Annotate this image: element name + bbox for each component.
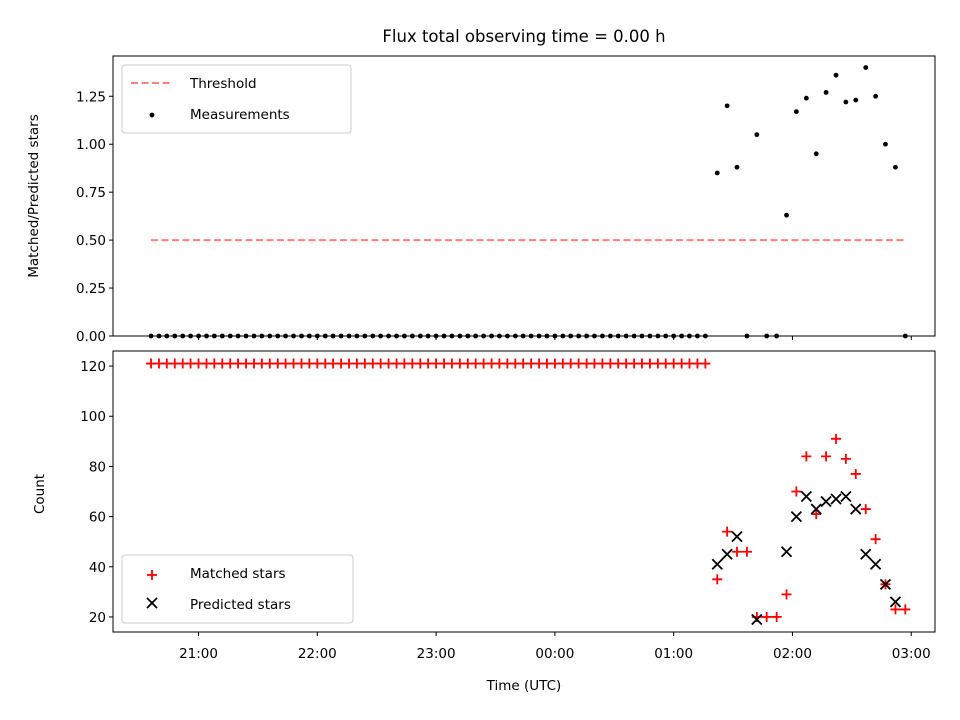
predicted-star-point	[711, 558, 723, 570]
measurement-point	[833, 72, 839, 78]
predicted-star-point	[840, 490, 852, 503]
y-tick-label: 120	[80, 359, 106, 375]
matched-star-point	[801, 451, 812, 462]
x-tick-label: 03:00	[892, 646, 931, 662]
predicted-star-point	[721, 548, 733, 560]
predicted-star-point	[810, 503, 822, 515]
top-y-axis-label: Matched/Predicted stars	[26, 114, 42, 277]
legend-matched-label: Matched stars	[190, 566, 286, 582]
predicted-star-point	[830, 493, 842, 505]
matched-star-point	[722, 526, 733, 537]
matched-star-point	[900, 604, 911, 615]
matched-star-point	[870, 534, 881, 545]
matched-star-point	[831, 433, 842, 444]
matched-star-point	[761, 611, 772, 622]
matched-star-point	[700, 358, 711, 369]
legend-predicted-label: Predicted stars	[190, 597, 291, 613]
matched-star-point	[771, 611, 782, 622]
bottom-x-ticks: 21:00 22:00 23:00 00:00 01:00 02:00 03:00	[179, 632, 931, 662]
y-tick-label: 40	[89, 560, 106, 576]
predicted-star-point	[860, 548, 872, 560]
predicted-star-point	[800, 490, 812, 503]
measurement-point	[883, 141, 888, 147]
measurement-point	[813, 151, 819, 157]
bottom-y-axis-label: Count	[32, 474, 48, 514]
measurement-point	[734, 164, 740, 170]
measurement-point	[724, 103, 730, 109]
y-tick-label: 20	[89, 610, 106, 626]
matched-star-point	[712, 574, 723, 585]
legend-measurements-label: Measurements	[190, 107, 290, 123]
matched-stars-points	[146, 358, 911, 622]
x-tick-label: 23:00	[417, 646, 456, 662]
predicted-star-point	[820, 495, 832, 508]
predicted-star-point	[731, 531, 743, 543]
y-tick-label: 100	[80, 409, 106, 425]
x-tick-label: 01:00	[654, 646, 693, 662]
chart-title: Flux total observing time = 0.00 h	[382, 27, 665, 46]
legend-matched-swatch	[147, 570, 157, 580]
measurement-point	[873, 93, 879, 99]
y-tick-label: 0.50	[76, 233, 106, 249]
x-tick-label: 22:00	[298, 646, 337, 662]
x-tick-label: 00:00	[535, 646, 574, 662]
measurement-point	[714, 170, 720, 176]
matched-star-point	[731, 546, 742, 557]
bottom-legend-box	[121, 554, 354, 624]
x-tick-label: 02:00	[773, 646, 812, 662]
predicted-stars-points	[711, 490, 902, 626]
y-tick-label: 0.00	[76, 329, 106, 345]
measurement-point	[893, 164, 898, 170]
top-axes-frame	[112, 55, 936, 337]
measurement-point	[803, 95, 809, 101]
top-legend: Threshold Measurements	[121, 64, 352, 134]
measurement-point	[754, 132, 760, 138]
predicted-star-point	[850, 503, 862, 515]
matched-star-point	[850, 468, 861, 479]
matched-star-point	[791, 486, 802, 497]
x-tick-label: 21:00	[179, 646, 218, 662]
measurement-point	[793, 109, 799, 115]
bottom-axes-frame	[112, 350, 936, 633]
predicted-star-point	[879, 578, 892, 590]
y-tick-label: 80	[89, 459, 106, 475]
legend-threshold-label: Threshold	[189, 76, 257, 92]
predicted-star-point	[869, 558, 882, 570]
legend-predicted-swatch	[146, 597, 158, 609]
measurement-point	[843, 99, 849, 105]
measurement-point	[853, 97, 859, 103]
y-tick-label: 60	[89, 510, 106, 526]
top-plot-panel: Flux total observing time = 0.00 h Match…	[26, 27, 936, 345]
top-y-ticks: 0.00 0.25 0.50 0.75 1.00 1.25	[76, 89, 113, 345]
predicted-star-point	[780, 546, 793, 558]
matched-star-point	[821, 451, 832, 462]
measurement-point	[823, 90, 829, 95]
bottom-y-ticks: 20 40 60 80 100 120	[80, 359, 113, 626]
matched-star-point	[741, 546, 752, 557]
predicted-star-point	[889, 596, 902, 608]
y-tick-label: 1.00	[76, 137, 106, 153]
predicted-star-point	[790, 510, 803, 523]
matched-star-point	[811, 509, 822, 520]
predicted-star-point	[751, 613, 763, 626]
y-tick-label: 1.25	[76, 89, 106, 105]
y-tick-label: 0.25	[76, 281, 106, 297]
legend-measurements-swatch	[149, 112, 155, 118]
top-legend-box	[121, 64, 352, 134]
matched-star-point	[860, 504, 871, 515]
x-axis-label: Time (UTC)	[486, 678, 562, 694]
y-tick-label: 0.75	[76, 185, 106, 201]
bottom-legend: Matched stars Predicted stars	[121, 554, 354, 624]
matched-star-point	[781, 589, 792, 600]
measurement-point	[784, 212, 789, 218]
measurement-point	[863, 65, 869, 70]
matched-star-point	[890, 604, 901, 615]
matched-star-point	[840, 453, 851, 464]
bottom-plot-panel: Count Time (UTC) 20 40 60 80 100 120 21:00 22:…	[32, 350, 936, 694]
